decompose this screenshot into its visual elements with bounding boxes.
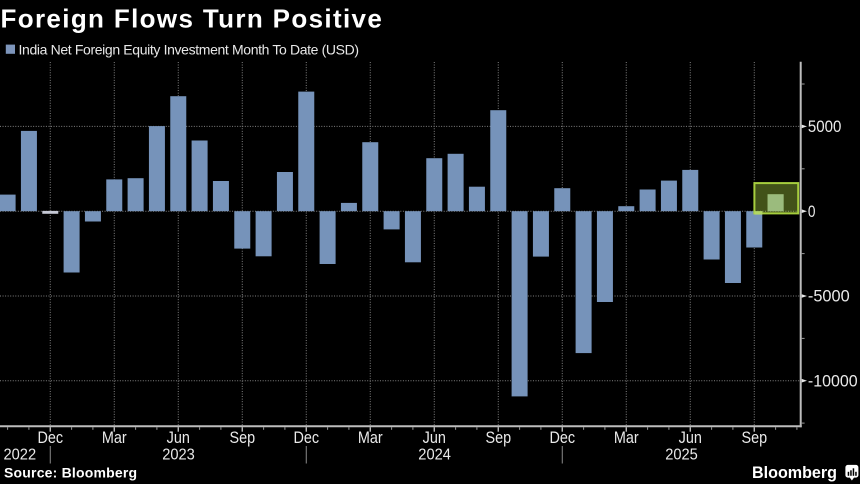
svg-text:Jun: Jun	[423, 428, 446, 447]
svg-text:2022: 2022	[4, 447, 37, 464]
svg-text:Dec: Dec	[549, 428, 575, 447]
svg-text:5000: 5000	[808, 117, 842, 136]
svg-text:0: 0	[808, 202, 816, 221]
svg-text:Dec: Dec	[37, 428, 63, 447]
svg-text:Source: Bloomberg: Source: Bloomberg	[4, 465, 137, 481]
svg-text:Bloomberg: Bloomberg	[752, 463, 837, 482]
svg-text:Jun: Jun	[679, 428, 702, 447]
svg-text:Mar: Mar	[358, 428, 383, 447]
svg-text:Mar: Mar	[614, 428, 639, 447]
svg-text:Sep: Sep	[485, 428, 511, 447]
svg-text:-10000: -10000	[808, 371, 858, 390]
svg-text:Dec: Dec	[293, 428, 319, 447]
svg-text:2023: 2023	[162, 447, 195, 464]
svg-text:2024: 2024	[418, 447, 451, 464]
svg-text:2025: 2025	[665, 447, 698, 464]
svg-text:Sep: Sep	[229, 428, 255, 447]
svg-text:Sep: Sep	[741, 428, 767, 447]
svg-text:Jun: Jun	[167, 428, 190, 447]
svg-text:-5000: -5000	[808, 287, 850, 306]
svg-text:India Net Foreign Equity Inves: India Net Foreign Equity Investment Mont…	[19, 42, 359, 58]
svg-text:Foreign Flows Turn Positive: Foreign Flows Turn Positive	[1, 3, 384, 33]
svg-text:Mar: Mar	[102, 428, 127, 447]
